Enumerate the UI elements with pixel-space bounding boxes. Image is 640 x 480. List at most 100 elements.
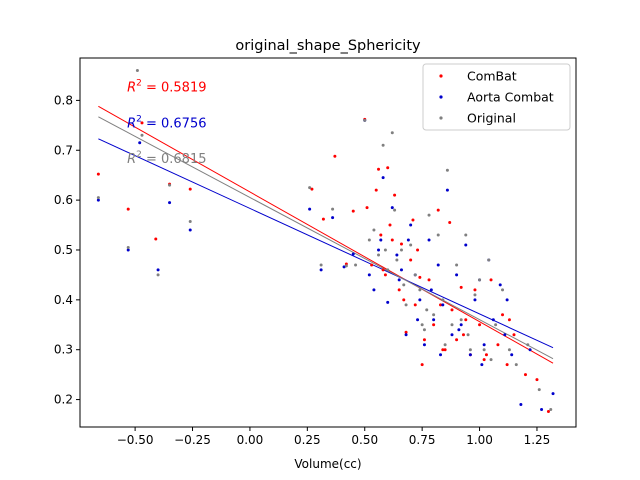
x-tick-label: 0.25 <box>294 433 321 447</box>
point-original <box>482 348 486 352</box>
fit-lines <box>98 105 554 364</box>
point-combat <box>505 363 509 367</box>
point-combat <box>310 187 314 191</box>
point-aorta-combat <box>429 288 433 292</box>
point-original <box>96 196 100 200</box>
point-aorta-combat <box>409 223 413 227</box>
point-original <box>507 348 511 352</box>
y-tick-label: 0.7 <box>54 143 73 157</box>
point-combat <box>523 373 527 377</box>
point-original <box>363 118 367 122</box>
point-original <box>466 333 470 337</box>
legend-marker-original <box>439 116 443 120</box>
point-combat <box>441 348 445 352</box>
fit-line-aorta-combat <box>98 138 554 349</box>
r2-label-original: R2 = 0.6815 <box>127 150 206 167</box>
x-tick-label: 0.75 <box>409 433 436 447</box>
point-aorta-combat <box>404 333 408 337</box>
point-combat <box>432 323 436 327</box>
point-aorta-combat <box>156 268 160 272</box>
point-aorta-combat <box>459 323 463 327</box>
point-original <box>404 303 408 307</box>
point-original <box>377 253 381 257</box>
y-axis-ticks: 0.2 0.3 0.4 0.5 0.6 0.7 0.8 <box>54 93 80 407</box>
y-tick-label: 0.2 <box>54 393 73 407</box>
point-combat <box>455 338 459 342</box>
chart-title: original_shape_Sphericity <box>235 38 421 54</box>
x-tick-label: 0.00 <box>237 433 264 447</box>
point-original <box>399 248 403 252</box>
y-tick-label: 0.6 <box>54 193 73 207</box>
point-combat <box>413 303 417 307</box>
point-aorta-combat <box>168 201 172 205</box>
point-aorta-combat <box>399 268 403 272</box>
point-combat <box>399 242 403 246</box>
plot-area: R2 = 0.5819 R2 = 0.6756 R2 = 0.6815 <box>96 68 555 414</box>
x-tick-label: −0.25 <box>174 433 211 447</box>
point-original <box>441 298 445 302</box>
point-combat <box>422 338 426 342</box>
point-aorta-combat <box>395 253 399 257</box>
point-aorta-combat <box>390 206 394 210</box>
point-aorta-combat <box>418 298 422 302</box>
r2-label-aorta-combat: R2 = 0.6756 <box>127 114 206 131</box>
point-combat <box>96 172 100 176</box>
point-aorta-combat <box>381 176 385 180</box>
point-aorta-combat <box>422 343 426 347</box>
point-combat <box>390 238 394 242</box>
point-combat <box>501 313 505 317</box>
point-aorta-combat <box>319 268 323 272</box>
point-original <box>168 183 172 187</box>
point-aorta-combat <box>436 263 440 267</box>
point-original <box>383 248 387 252</box>
point-original <box>443 343 447 347</box>
point-aorta-combat <box>351 252 355 256</box>
point-aorta-combat <box>482 343 486 347</box>
point-aorta-combat <box>468 353 472 357</box>
point-combat <box>411 218 415 222</box>
x-tick-label: −0.50 <box>117 433 154 447</box>
point-original <box>418 288 422 292</box>
point-aorta-combat <box>445 188 449 192</box>
point-aorta-combat <box>457 328 461 332</box>
point-combat <box>393 193 397 197</box>
data-points <box>96 68 555 414</box>
legend-box <box>422 63 571 131</box>
point-combat <box>188 187 192 191</box>
point-aorta-combat <box>464 243 468 247</box>
point-combat <box>512 333 516 337</box>
point-combat <box>365 206 369 210</box>
point-combat <box>439 303 443 307</box>
point-original <box>393 208 397 212</box>
point-original <box>473 293 477 297</box>
point-original <box>395 258 399 262</box>
point-aorta-combat <box>126 248 130 252</box>
point-original <box>372 228 376 232</box>
point-combat <box>418 275 422 279</box>
point-original <box>422 328 426 332</box>
point-original <box>514 363 518 367</box>
point-combat <box>379 233 383 237</box>
legend: ComBat Aorta Combat Original <box>422 63 571 131</box>
point-combat <box>478 323 482 327</box>
point-original <box>386 268 390 272</box>
point-aorta-combat <box>386 300 390 304</box>
legend-entries: ComBat Aorta Combat Original <box>439 69 554 126</box>
point-original <box>140 133 144 137</box>
y-tick-label: 0.5 <box>54 243 73 257</box>
point-combat <box>464 318 468 322</box>
point-original <box>420 323 424 327</box>
legend-label-original: Original <box>467 111 516 126</box>
fit-line-original <box>98 116 554 360</box>
point-aorta-combat <box>450 333 454 337</box>
y-tick-label: 0.8 <box>54 93 73 107</box>
point-aorta-combat <box>416 318 420 322</box>
point-aorta-combat <box>528 348 532 352</box>
point-original <box>445 168 449 172</box>
plot-frame <box>79 57 577 428</box>
point-combat <box>388 223 392 227</box>
point-original <box>135 68 139 72</box>
point-original <box>459 318 463 322</box>
point-original <box>450 323 454 327</box>
